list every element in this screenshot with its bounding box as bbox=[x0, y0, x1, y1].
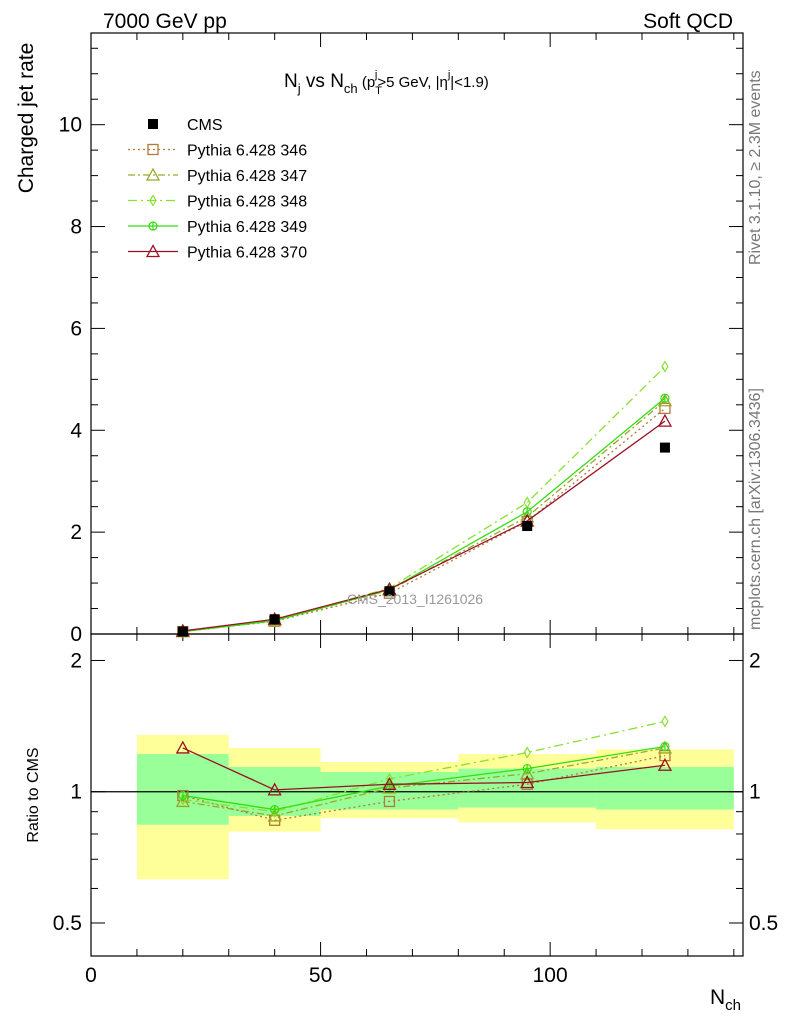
ratio-point bbox=[175, 794, 190, 808]
ratio-tick-label-right: 0.5 bbox=[749, 912, 778, 935]
y-tick-label: 4 bbox=[70, 419, 82, 442]
uncertainty-band-inner bbox=[136, 754, 229, 825]
ratio-point bbox=[657, 757, 673, 771]
series-point bbox=[657, 413, 673, 427]
ratio-panel-frame bbox=[90, 633, 744, 957]
ratio-point bbox=[522, 763, 532, 774]
ratio-point bbox=[660, 741, 670, 752]
y-tick-label: 2 bbox=[70, 521, 82, 544]
ratio-point bbox=[661, 715, 669, 728]
ratio-tick-label: 2 bbox=[70, 649, 82, 672]
ratio-point bbox=[267, 782, 282, 796]
legend: CMS Pythia 6.428 346 Pythia 6.428 347 Pythi… bbox=[128, 117, 307, 262]
data-point bbox=[384, 586, 395, 597]
x-tick-label: 100 bbox=[533, 964, 568, 987]
ratio-point bbox=[177, 789, 189, 802]
legend-marker bbox=[148, 221, 158, 231]
ratio-tick-label-right: 2 bbox=[749, 649, 761, 672]
ratio-point bbox=[523, 746, 531, 759]
uncertainty-band-inner bbox=[596, 766, 734, 810]
legend-marker bbox=[149, 194, 157, 207]
ratio-series bbox=[175, 715, 673, 826]
legend-label: Pythia 6.428 346 bbox=[187, 143, 307, 160]
ratio-point bbox=[179, 793, 187, 806]
rivet-version-label: Rivet 3.1.10, ≥ 2.3M events bbox=[747, 70, 764, 265]
ratio-point bbox=[382, 776, 397, 790]
ratio-point bbox=[270, 804, 280, 815]
legend-label: Pythia 6.428 349 bbox=[187, 219, 307, 236]
data-point bbox=[522, 521, 533, 532]
data-point bbox=[269, 614, 280, 625]
mcplots-reference-label: mcplots.cern.ch [arXiv:1306.3436] bbox=[747, 388, 764, 630]
ratio-point bbox=[520, 775, 535, 789]
legend-label: Pythia 6.428 348 bbox=[187, 194, 307, 211]
data-point bbox=[177, 626, 188, 637]
y-tick-label: 0 bbox=[70, 623, 82, 646]
ratio-point bbox=[382, 780, 397, 794]
legend-marker bbox=[145, 244, 161, 258]
legend-label: CMS bbox=[187, 117, 223, 134]
ratio-tick-label: 0.5 bbox=[53, 912, 82, 935]
ratio-point bbox=[175, 740, 190, 754]
y-axis-label: Charged jet rate bbox=[15, 43, 38, 194]
y-tick-label: 10 bbox=[59, 114, 82, 137]
legend-marker bbox=[148, 119, 158, 129]
legend-marker bbox=[147, 143, 159, 156]
header-right: Soft QCD bbox=[643, 10, 733, 33]
x-tick-label: 0 bbox=[85, 964, 97, 987]
ratio-point bbox=[383, 795, 396, 808]
y-tick-label: 8 bbox=[70, 216, 82, 239]
series-point bbox=[659, 402, 671, 415]
analysis-watermark: CMS_2013_I1261026 bbox=[347, 591, 483, 607]
ratio-line bbox=[182, 747, 666, 791]
header-left: 7000 GeV pp bbox=[103, 10, 227, 33]
main-series bbox=[175, 360, 673, 638]
x-axis-label: Nch bbox=[710, 986, 741, 1014]
legend-label: Pythia 6.428 370 bbox=[187, 245, 307, 262]
legend-label: Pythia 6.428 347 bbox=[187, 168, 307, 185]
y-tick-label: 6 bbox=[70, 317, 82, 340]
ratio-y-axis-label: Ratio to CMS bbox=[25, 747, 42, 842]
ratio-tick-label-right: 1 bbox=[749, 781, 761, 804]
series-point bbox=[660, 393, 670, 403]
ratio-point bbox=[270, 805, 279, 818]
ratio-point bbox=[520, 766, 535, 780]
data-point bbox=[659, 442, 670, 453]
ratio-point bbox=[178, 790, 188, 801]
legend-marker bbox=[145, 167, 161, 181]
series-point bbox=[523, 496, 531, 509]
ratio-tick-label: 1 bbox=[70, 781, 82, 804]
series-point bbox=[661, 360, 669, 373]
chart-title: Nj vs Nch (pTj>5 GeV, |ηj|<1.9) bbox=[284, 69, 489, 97]
ratio-point bbox=[267, 808, 282, 822]
x-tick-label: 50 bbox=[309, 964, 332, 987]
ratio-line bbox=[182, 754, 666, 821]
axes-ticks: 0 50 100 0 2 4 6 8 10 0.5 1 2 0.5 1 2 bbox=[53, 33, 778, 987]
